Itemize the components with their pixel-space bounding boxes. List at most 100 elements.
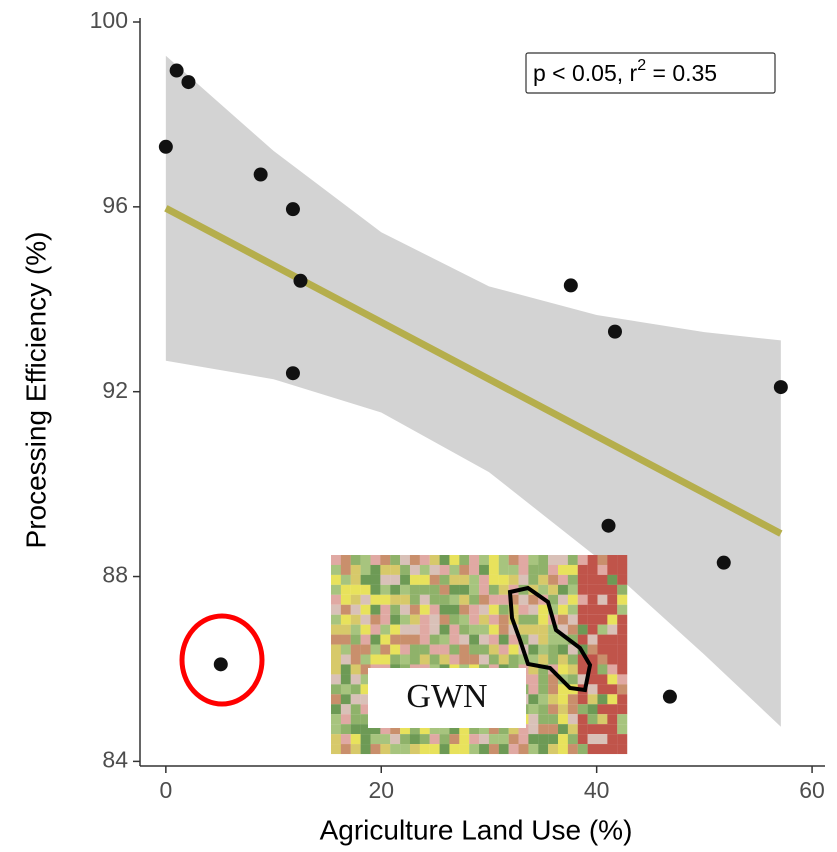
map-cell <box>489 625 499 635</box>
map-cell <box>528 734 538 744</box>
map-cell <box>548 704 558 714</box>
map-cell <box>617 595 627 605</box>
map-cell <box>351 744 361 754</box>
map-cell <box>568 714 578 724</box>
map-cell <box>597 585 607 595</box>
map-cell <box>528 684 538 694</box>
map-cell <box>361 645 371 655</box>
map-cell <box>449 625 459 635</box>
map-cell <box>390 555 400 565</box>
map-cell <box>390 615 400 625</box>
map-cell <box>449 615 459 625</box>
map-cell <box>597 704 607 714</box>
map-cell <box>400 595 410 605</box>
map-cell <box>528 744 538 754</box>
annotation-text: p < 0.05, r <box>533 60 638 86</box>
map-cell <box>479 635 489 645</box>
map-cell <box>331 734 341 744</box>
y-tick-label: 84 <box>102 746 128 772</box>
map-cell <box>617 635 627 645</box>
map-cell <box>361 595 371 605</box>
x-tick-label: 40 <box>584 777 610 803</box>
map-cell <box>489 575 499 585</box>
map-cell <box>617 555 627 565</box>
map-cell <box>410 645 420 655</box>
map-cell <box>597 655 607 665</box>
map-cell <box>597 615 607 625</box>
map-cell <box>578 664 588 674</box>
map-cell <box>588 605 598 615</box>
map-cell <box>341 625 351 635</box>
map-cell <box>361 734 371 744</box>
point <box>602 519 616 533</box>
map-cell <box>351 615 361 625</box>
map-cell <box>351 565 361 575</box>
map-cell <box>558 744 568 754</box>
map-cell <box>390 655 400 665</box>
map-cell <box>440 595 450 605</box>
map-cell <box>420 635 430 645</box>
map-cell <box>390 565 400 575</box>
map-cell <box>538 555 548 565</box>
map-cell <box>370 615 380 625</box>
map-cell <box>341 655 351 665</box>
map-cell <box>469 615 479 625</box>
map-cell <box>528 674 538 684</box>
map-cell <box>558 575 568 585</box>
map-cell <box>489 555 499 565</box>
map-cell <box>558 664 568 674</box>
map-cell <box>400 744 410 754</box>
map-cell <box>380 744 390 754</box>
map-cell <box>361 655 371 665</box>
map-cell <box>410 615 420 625</box>
map-cell <box>469 585 479 595</box>
map-cell <box>538 704 548 714</box>
map-cell <box>588 714 598 724</box>
map-cell <box>558 694 568 704</box>
y-tick-label: 88 <box>102 562 128 588</box>
map-cell <box>400 565 410 575</box>
map-cell <box>597 714 607 724</box>
map-cell <box>459 565 469 575</box>
map-cell <box>548 555 558 565</box>
map-cell <box>410 555 420 565</box>
map-cell <box>351 704 361 714</box>
map-cell <box>588 555 598 565</box>
map-cell <box>617 734 627 744</box>
map-cell <box>617 605 627 615</box>
map-cell <box>499 605 509 615</box>
map-cell <box>499 615 509 625</box>
map-cell <box>597 555 607 565</box>
map-cell <box>449 605 459 615</box>
map-cell <box>499 585 509 595</box>
map-cell <box>410 565 420 575</box>
map-cell <box>351 694 361 704</box>
map-cell <box>410 734 420 744</box>
map-cell <box>410 635 420 645</box>
map-cell <box>341 635 351 645</box>
map-cell <box>341 595 351 605</box>
map-cell <box>380 555 390 565</box>
map-cell <box>341 714 351 724</box>
map-cell <box>597 635 607 645</box>
point <box>717 556 731 570</box>
map-cell <box>440 625 450 635</box>
map-cell <box>370 555 380 565</box>
map-cell <box>519 625 529 635</box>
map-cell <box>341 664 351 674</box>
map-cell <box>420 744 430 754</box>
map-cell <box>548 635 558 645</box>
map-cell <box>578 635 588 645</box>
chart: 020406084889296100 Agriculture Land Use … <box>0 0 837 852</box>
map-cell <box>578 694 588 704</box>
map-cell <box>607 635 617 645</box>
map-cell <box>459 575 469 585</box>
map-cell <box>331 565 341 575</box>
map-cell <box>380 595 390 605</box>
map-cell <box>420 585 430 595</box>
map-cell <box>370 734 380 744</box>
map-cell <box>361 615 371 625</box>
map-cell <box>558 714 568 724</box>
map-cell <box>351 605 361 615</box>
map-cell <box>558 655 568 665</box>
